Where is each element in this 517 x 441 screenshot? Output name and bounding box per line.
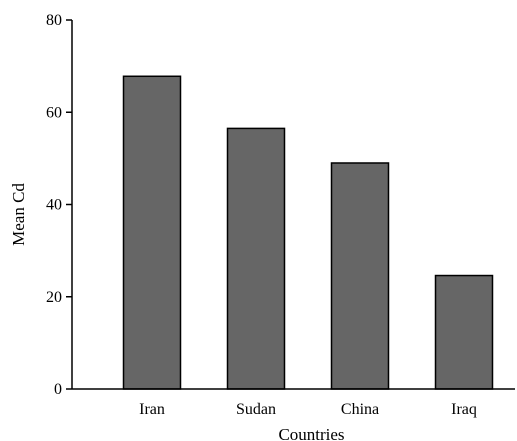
x-tick-label: China — [341, 401, 379, 418]
bar-iran — [122, 75, 182, 390]
bars-group — [122, 75, 494, 390]
x-axis-ticks: Iran Sudan China Iraq — [139, 401, 477, 418]
x-tick-label: Iran — [139, 401, 165, 418]
bar-sudan — [226, 127, 286, 390]
y-tick-label: 40 — [46, 197, 62, 214]
bar-china — [330, 162, 390, 390]
bar-iraq — [434, 274, 494, 390]
y-tick-label: 80 — [46, 12, 62, 29]
y-axis-ticks: 0 20 40 60 80 — [46, 12, 72, 398]
y-tick-label: 60 — [46, 104, 62, 121]
x-tick-label: Sudan — [236, 401, 276, 418]
x-tick-label: Iraq — [451, 401, 477, 418]
y-axis-label: Mean Cd — [9, 183, 28, 246]
y-tick-label: 0 — [54, 381, 62, 398]
y-tick-label: 20 — [46, 289, 62, 306]
x-axis-label: Countries — [278, 425, 344, 441]
